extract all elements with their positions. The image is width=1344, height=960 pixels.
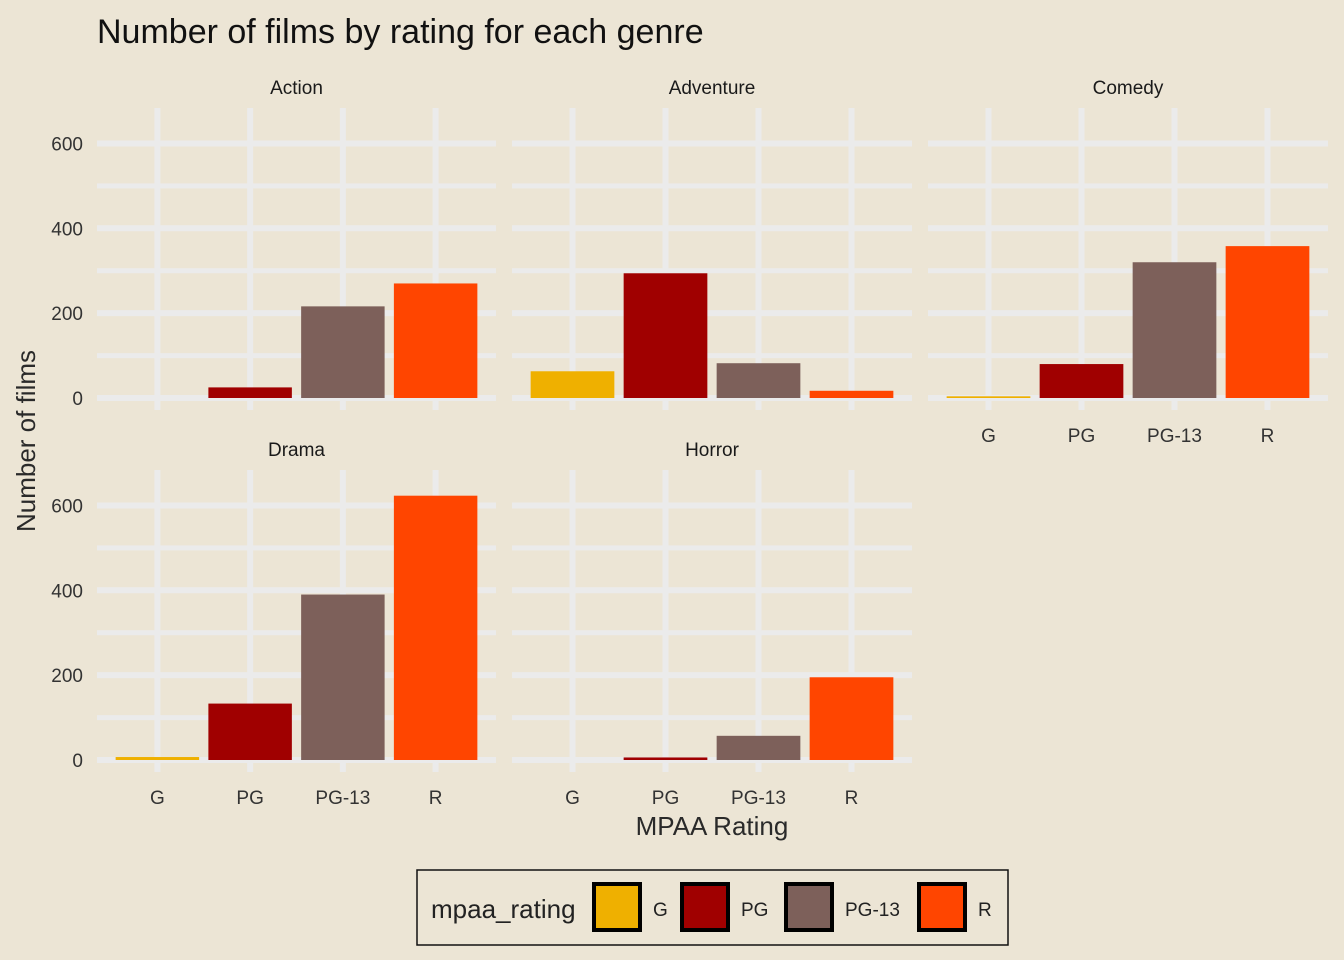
legend-label-g: G	[653, 900, 668, 921]
panel-comedy: Comedy G PG PG-13 R	[928, 78, 1328, 447]
x-tick-label: R	[845, 788, 859, 809]
panels-container: Action 0 200 400 600 Adventure Comedy G PG PG-13 R…	[51, 78, 1328, 809]
legend: mpaa_rating G PG PG-13 R	[416, 869, 1009, 946]
x-tick-label: PG-13	[731, 788, 786, 809]
bar-action-pg	[208, 387, 292, 398]
facet-label: Horror	[685, 440, 740, 461]
legend-title: mpaa_rating	[431, 894, 576, 924]
x-tick-label: G	[565, 788, 580, 809]
bar-comedy-pg	[1039, 364, 1124, 398]
legend-key-g	[592, 882, 642, 932]
y-tick-label: 0	[72, 389, 83, 410]
panel-action: Action 0 200 400 600	[51, 78, 496, 410]
legend-frame	[416, 869, 1009, 946]
legend-label-pg-13: PG-13	[845, 900, 900, 921]
bar-drama-g	[115, 757, 200, 760]
x-tick-label: PG	[1068, 426, 1095, 447]
x-tick-label: R	[1261, 426, 1275, 447]
y-tick-label: 200	[51, 304, 83, 325]
bar-adventure-g	[530, 371, 615, 398]
legend-key-r	[917, 882, 967, 932]
bar-adventure-r	[809, 390, 894, 398]
facet-label: Action	[270, 78, 323, 99]
legend-key-pg-13	[784, 882, 834, 932]
x-tick-label: R	[429, 788, 443, 809]
y-tick-label: 400	[51, 219, 83, 240]
y-tick-label: 200	[51, 666, 83, 687]
x-tick-label: PG	[652, 788, 679, 809]
bar-drama-pg	[208, 703, 292, 760]
panel-drama: Drama 0 200 400 600 G PG PG-13 R	[51, 440, 496, 809]
x-tick-label: G	[150, 788, 165, 809]
x-tick-label: PG-13	[1147, 426, 1202, 447]
facet-label: Comedy	[1093, 78, 1164, 99]
legend-label-pg: PG	[741, 900, 768, 921]
bar-adventure-pg-13	[716, 363, 801, 398]
bar-comedy-r	[1225, 246, 1310, 398]
x-tick-label: PG	[236, 788, 263, 809]
bar-comedy-pg-13	[1132, 262, 1217, 398]
bar-drama-r	[393, 495, 478, 760]
bar-adventure-pg	[623, 273, 708, 398]
x-tick-label: G	[981, 426, 996, 447]
bar-horror-r	[809, 677, 894, 760]
legend-label-r: R	[978, 900, 992, 921]
bar-action-pg-13	[301, 306, 385, 398]
y-tick-label: 0	[72, 751, 83, 772]
x-tick-label: PG-13	[315, 788, 370, 809]
x-axis-title: MPAA Rating	[636, 811, 789, 841]
y-axis-title: Number of films	[11, 350, 41, 532]
y-tick-label: 600	[51, 496, 83, 517]
bar-drama-pg-13	[301, 594, 385, 760]
bar-horror-pg-13	[716, 735, 801, 760]
bar-horror-pg	[623, 757, 708, 760]
panel-adventure: Adventure	[512, 78, 912, 410]
y-tick-label: 400	[51, 581, 83, 602]
bar-comedy-g	[946, 396, 1031, 398]
facet-label: Adventure	[669, 78, 756, 99]
facet-label: Drama	[268, 440, 325, 461]
chart-title: Number of films by rating for each genre	[97, 13, 704, 51]
y-tick-label: 600	[51, 134, 83, 155]
legend-key-pg	[680, 882, 730, 932]
bar-action-r	[393, 283, 478, 398]
panel-horror: Horror G PG PG-13 R	[512, 440, 912, 809]
